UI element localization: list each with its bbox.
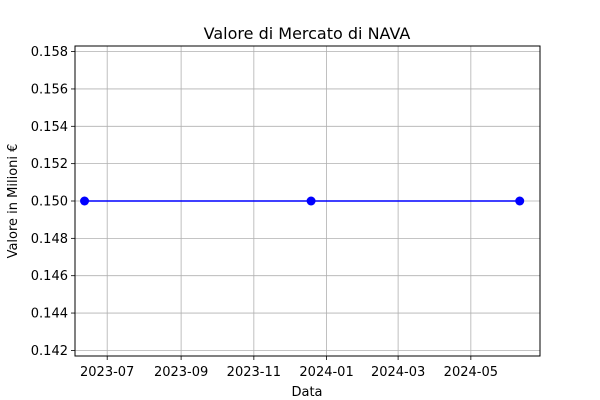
x-tick-label: 2024-05 [444,365,498,380]
y-tick-label: 0.148 [31,232,68,247]
y-tick-label: 0.158 [31,45,68,60]
x-axis-label: Data [291,385,322,400]
y-tick-label: 0.150 [31,195,68,210]
y-axis-label: Valore in Milioni € [6,144,21,259]
y-tick-label: 0.154 [31,120,68,135]
y-tick-label: 0.152 [31,157,68,172]
x-tick-label: 2023-09 [154,365,208,380]
x-tick-label: 2024-03 [371,365,425,380]
y-tick-label: 0.142 [31,344,68,359]
x-tick-label: 2023-11 [227,365,281,380]
y-tick-label: 0.146 [31,269,68,284]
x-tick-label: 2023-07 [80,365,134,380]
data-point [515,196,525,206]
chart-title: Valore di Mercato di NAVA [204,24,411,43]
data-series [80,196,525,206]
data-point [80,196,90,206]
x-tick-label: 2024-01 [299,365,353,380]
data-point [306,196,316,206]
y-tick-label: 0.144 [31,307,68,322]
axis-ticks: 2023-07 2023-09 2023-11 2024-01 2024-03 2024-… [31,45,498,380]
y-tick-label: 0.156 [31,82,68,97]
